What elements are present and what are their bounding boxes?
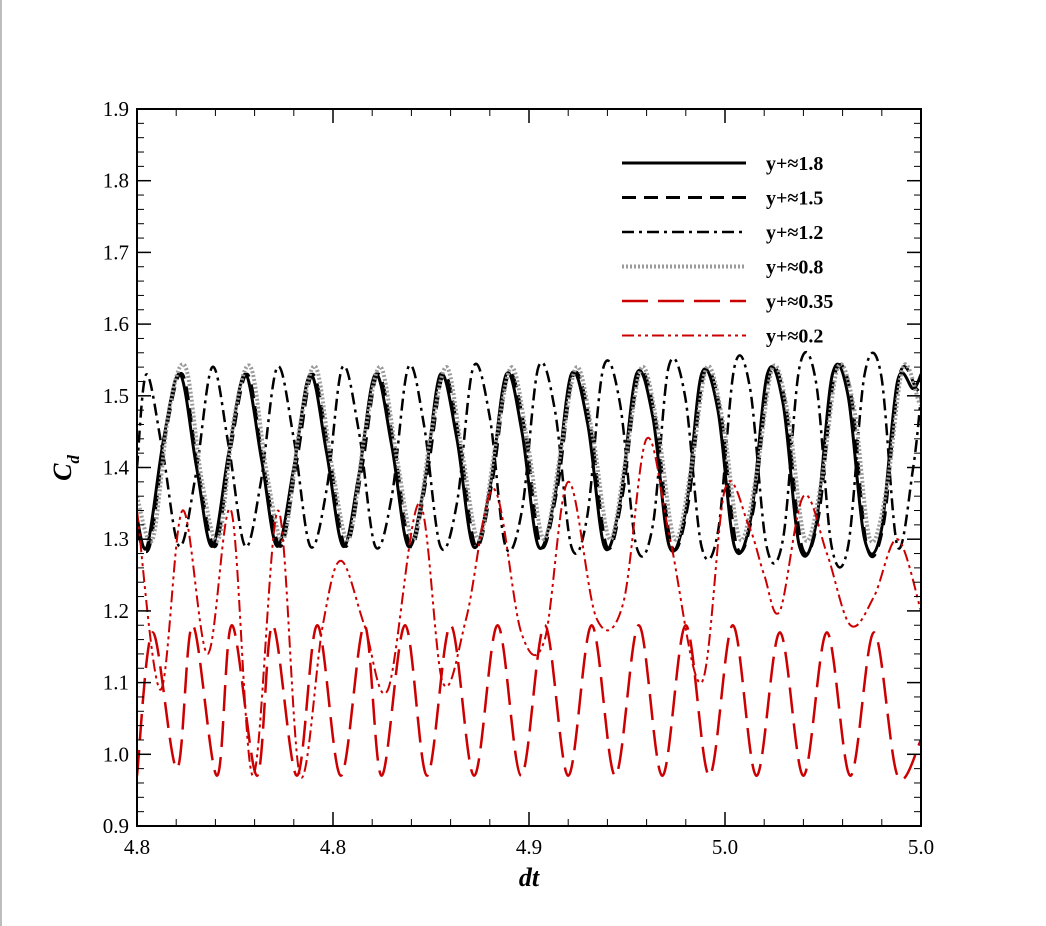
- legend-label-y-plus-0-35: y+≈0.35: [766, 291, 833, 313]
- x-tick-label: 5.0: [908, 835, 934, 859]
- y-axis-title-main: C: [48, 463, 77, 481]
- y-tick-label: 1.2: [103, 599, 129, 623]
- x-tick-label: 4.8: [124, 835, 150, 859]
- x-tick-label: 5.0: [712, 835, 738, 859]
- x-axis-title: dt: [519, 863, 540, 892]
- legend-label-y-plus-1-2: y+≈1.2: [766, 222, 823, 244]
- legend-label-y-plus-1-5: y+≈1.5: [766, 188, 823, 210]
- series-line-y-plus-0-35: [137, 623, 921, 781]
- y-axis-title: Cd: [48, 455, 83, 481]
- y-tick-label: 1.9: [103, 97, 129, 121]
- y-axis-title-sub: d: [64, 455, 83, 464]
- y-tick-label: 1.7: [103, 240, 129, 264]
- left-border: [0, 0, 2, 926]
- y-tick-label: 1.6: [103, 312, 129, 336]
- legend: y+≈1.8 y+≈1.5 y+≈1.2 y+≈0.8 y+≈0.35 y+≈0.2: [622, 153, 833, 348]
- series-line-y-plus-1-8: [137, 362, 921, 558]
- legend-label-y-plus-0-8: y+≈0.8: [766, 257, 823, 279]
- x-tick-label: 4.8: [320, 835, 346, 859]
- series-line-y-plus-0-8: [137, 362, 921, 544]
- y-tick-label: 0.9: [103, 814, 129, 838]
- y-tick-label: 1.3: [103, 527, 129, 551]
- legend-label-y-plus-0-2: y+≈0.2: [766, 326, 823, 348]
- svg-text:Cd: Cd: [48, 455, 83, 481]
- series-line-y-plus-1-5: [137, 362, 921, 559]
- y-tick-label: 1.0: [103, 742, 129, 766]
- series-line-y-plus-0-2: [137, 436, 921, 779]
- y-tick-label: 1.1: [103, 671, 129, 695]
- x-tick-label: 4.9: [516, 835, 542, 859]
- y-tick-label: 1.5: [103, 384, 129, 408]
- legend-label-y-plus-1-8: y+≈1.8: [766, 153, 823, 175]
- series-line-y-plus-1-2: [137, 351, 921, 569]
- y-tick-label: 1.8: [103, 169, 129, 193]
- y-tick-label: 1.4: [103, 456, 130, 480]
